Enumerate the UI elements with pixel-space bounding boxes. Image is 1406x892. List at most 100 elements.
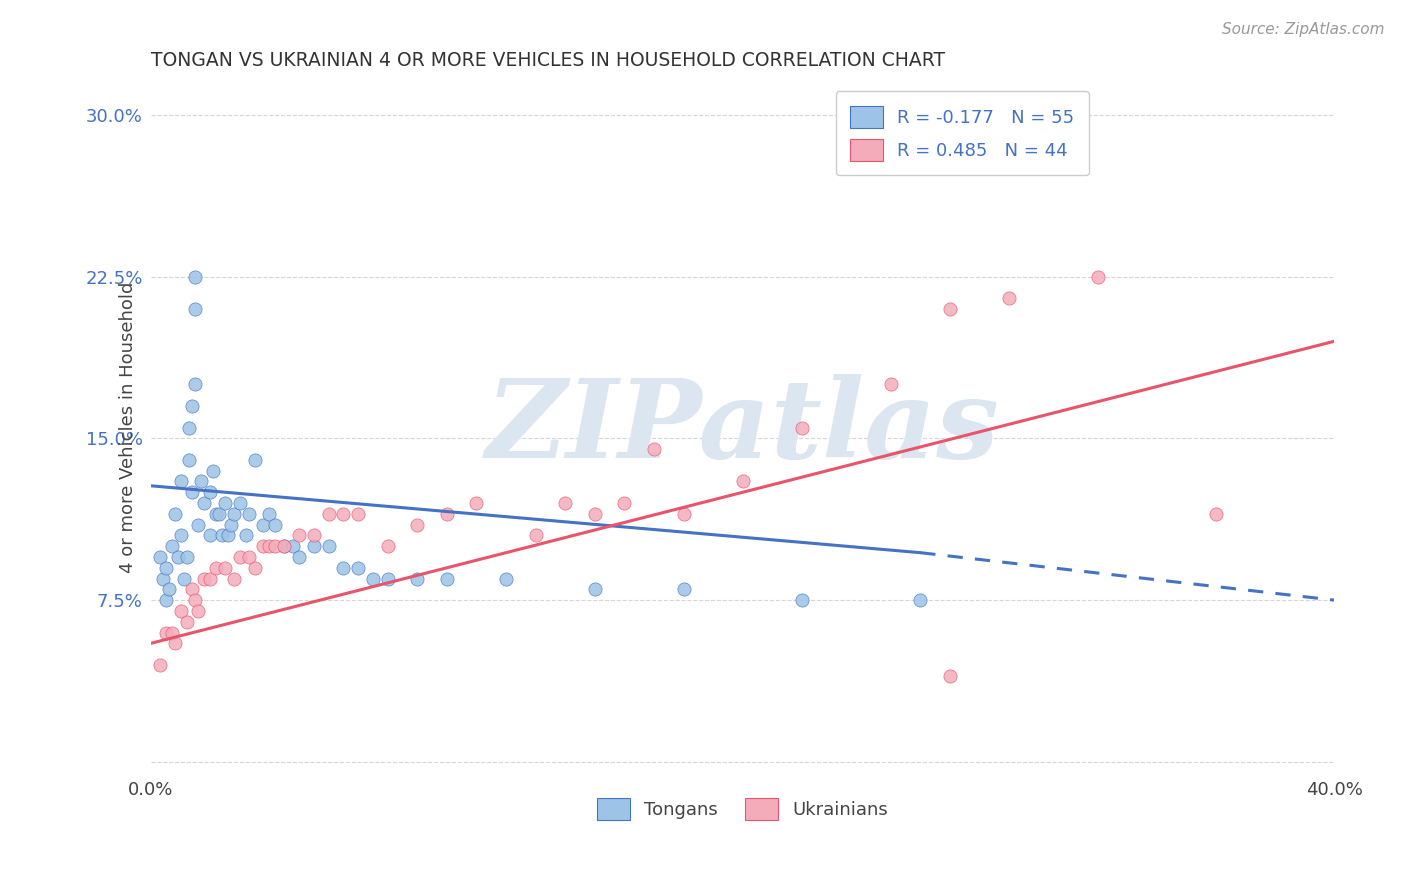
Point — [495, 572, 517, 586]
Point — [524, 528, 547, 542]
Point — [176, 549, 198, 564]
Point — [179, 420, 201, 434]
Legend: Tongans, Ukrainians: Tongans, Ukrainians — [585, 786, 901, 833]
Point — [187, 604, 209, 618]
Point — [377, 572, 399, 586]
Point — [173, 572, 195, 586]
Point — [238, 549, 260, 564]
Point — [318, 539, 340, 553]
Point — [202, 464, 225, 478]
Point — [302, 539, 325, 553]
Point — [179, 453, 201, 467]
Point — [939, 301, 962, 316]
Point — [149, 657, 172, 672]
Point — [198, 485, 221, 500]
Point — [169, 604, 191, 618]
Point — [169, 475, 191, 489]
Point — [235, 528, 257, 542]
Point — [288, 549, 311, 564]
Point — [181, 399, 204, 413]
Point — [613, 496, 636, 510]
Point — [219, 517, 242, 532]
Point — [208, 507, 231, 521]
Point — [264, 539, 287, 553]
Point — [222, 507, 245, 521]
Point — [252, 539, 274, 553]
Point — [583, 507, 606, 521]
Point — [155, 625, 177, 640]
Point — [149, 549, 172, 564]
Point — [160, 539, 183, 553]
Point — [155, 561, 177, 575]
Point — [332, 507, 354, 521]
Point — [152, 572, 174, 586]
Point — [583, 582, 606, 597]
Point — [273, 539, 295, 553]
Point — [347, 561, 370, 575]
Point — [288, 528, 311, 542]
Point — [217, 528, 239, 542]
Point — [672, 582, 695, 597]
Point — [643, 442, 665, 456]
Point — [672, 507, 695, 521]
Point — [193, 496, 215, 510]
Point — [184, 269, 207, 284]
Point — [377, 539, 399, 553]
Point — [238, 507, 260, 521]
Point — [229, 496, 252, 510]
Point — [281, 539, 304, 553]
Point — [184, 301, 207, 316]
Point — [879, 377, 901, 392]
Point — [406, 572, 429, 586]
Point — [259, 507, 281, 521]
Point — [252, 517, 274, 532]
Point — [193, 572, 215, 586]
Point — [181, 582, 204, 597]
Point — [243, 453, 266, 467]
Point — [184, 377, 207, 392]
Point — [184, 593, 207, 607]
Point — [332, 561, 354, 575]
Point — [205, 561, 228, 575]
Point — [1087, 269, 1109, 284]
Point — [198, 528, 221, 542]
Point — [169, 528, 191, 542]
Point — [998, 291, 1021, 305]
Point — [176, 615, 198, 629]
Point — [222, 572, 245, 586]
Point — [214, 496, 236, 510]
Point — [205, 507, 228, 521]
Y-axis label: 4 or more Vehicles in Household: 4 or more Vehicles in Household — [120, 282, 138, 574]
Point — [190, 475, 212, 489]
Point — [163, 507, 186, 521]
Point — [163, 636, 186, 650]
Point — [157, 582, 180, 597]
Point — [1205, 507, 1227, 521]
Point — [214, 561, 236, 575]
Point — [910, 593, 932, 607]
Point — [731, 475, 754, 489]
Point — [790, 420, 813, 434]
Point — [436, 507, 458, 521]
Point — [264, 517, 287, 532]
Text: Source: ZipAtlas.com: Source: ZipAtlas.com — [1222, 22, 1385, 37]
Point — [229, 549, 252, 564]
Point — [554, 496, 576, 510]
Point — [187, 517, 209, 532]
Point — [436, 572, 458, 586]
Point — [243, 561, 266, 575]
Point — [160, 625, 183, 640]
Point — [273, 539, 295, 553]
Text: ZIPatlas: ZIPatlas — [486, 374, 1000, 482]
Text: TONGAN VS UKRAINIAN 4 OR MORE VEHICLES IN HOUSEHOLD CORRELATION CHART: TONGAN VS UKRAINIAN 4 OR MORE VEHICLES I… — [150, 51, 945, 70]
Point — [361, 572, 384, 586]
Point — [939, 668, 962, 682]
Point — [198, 572, 221, 586]
Point — [302, 528, 325, 542]
Point — [181, 485, 204, 500]
Point — [155, 593, 177, 607]
Point — [259, 539, 281, 553]
Point — [406, 517, 429, 532]
Point — [790, 593, 813, 607]
Point — [318, 507, 340, 521]
